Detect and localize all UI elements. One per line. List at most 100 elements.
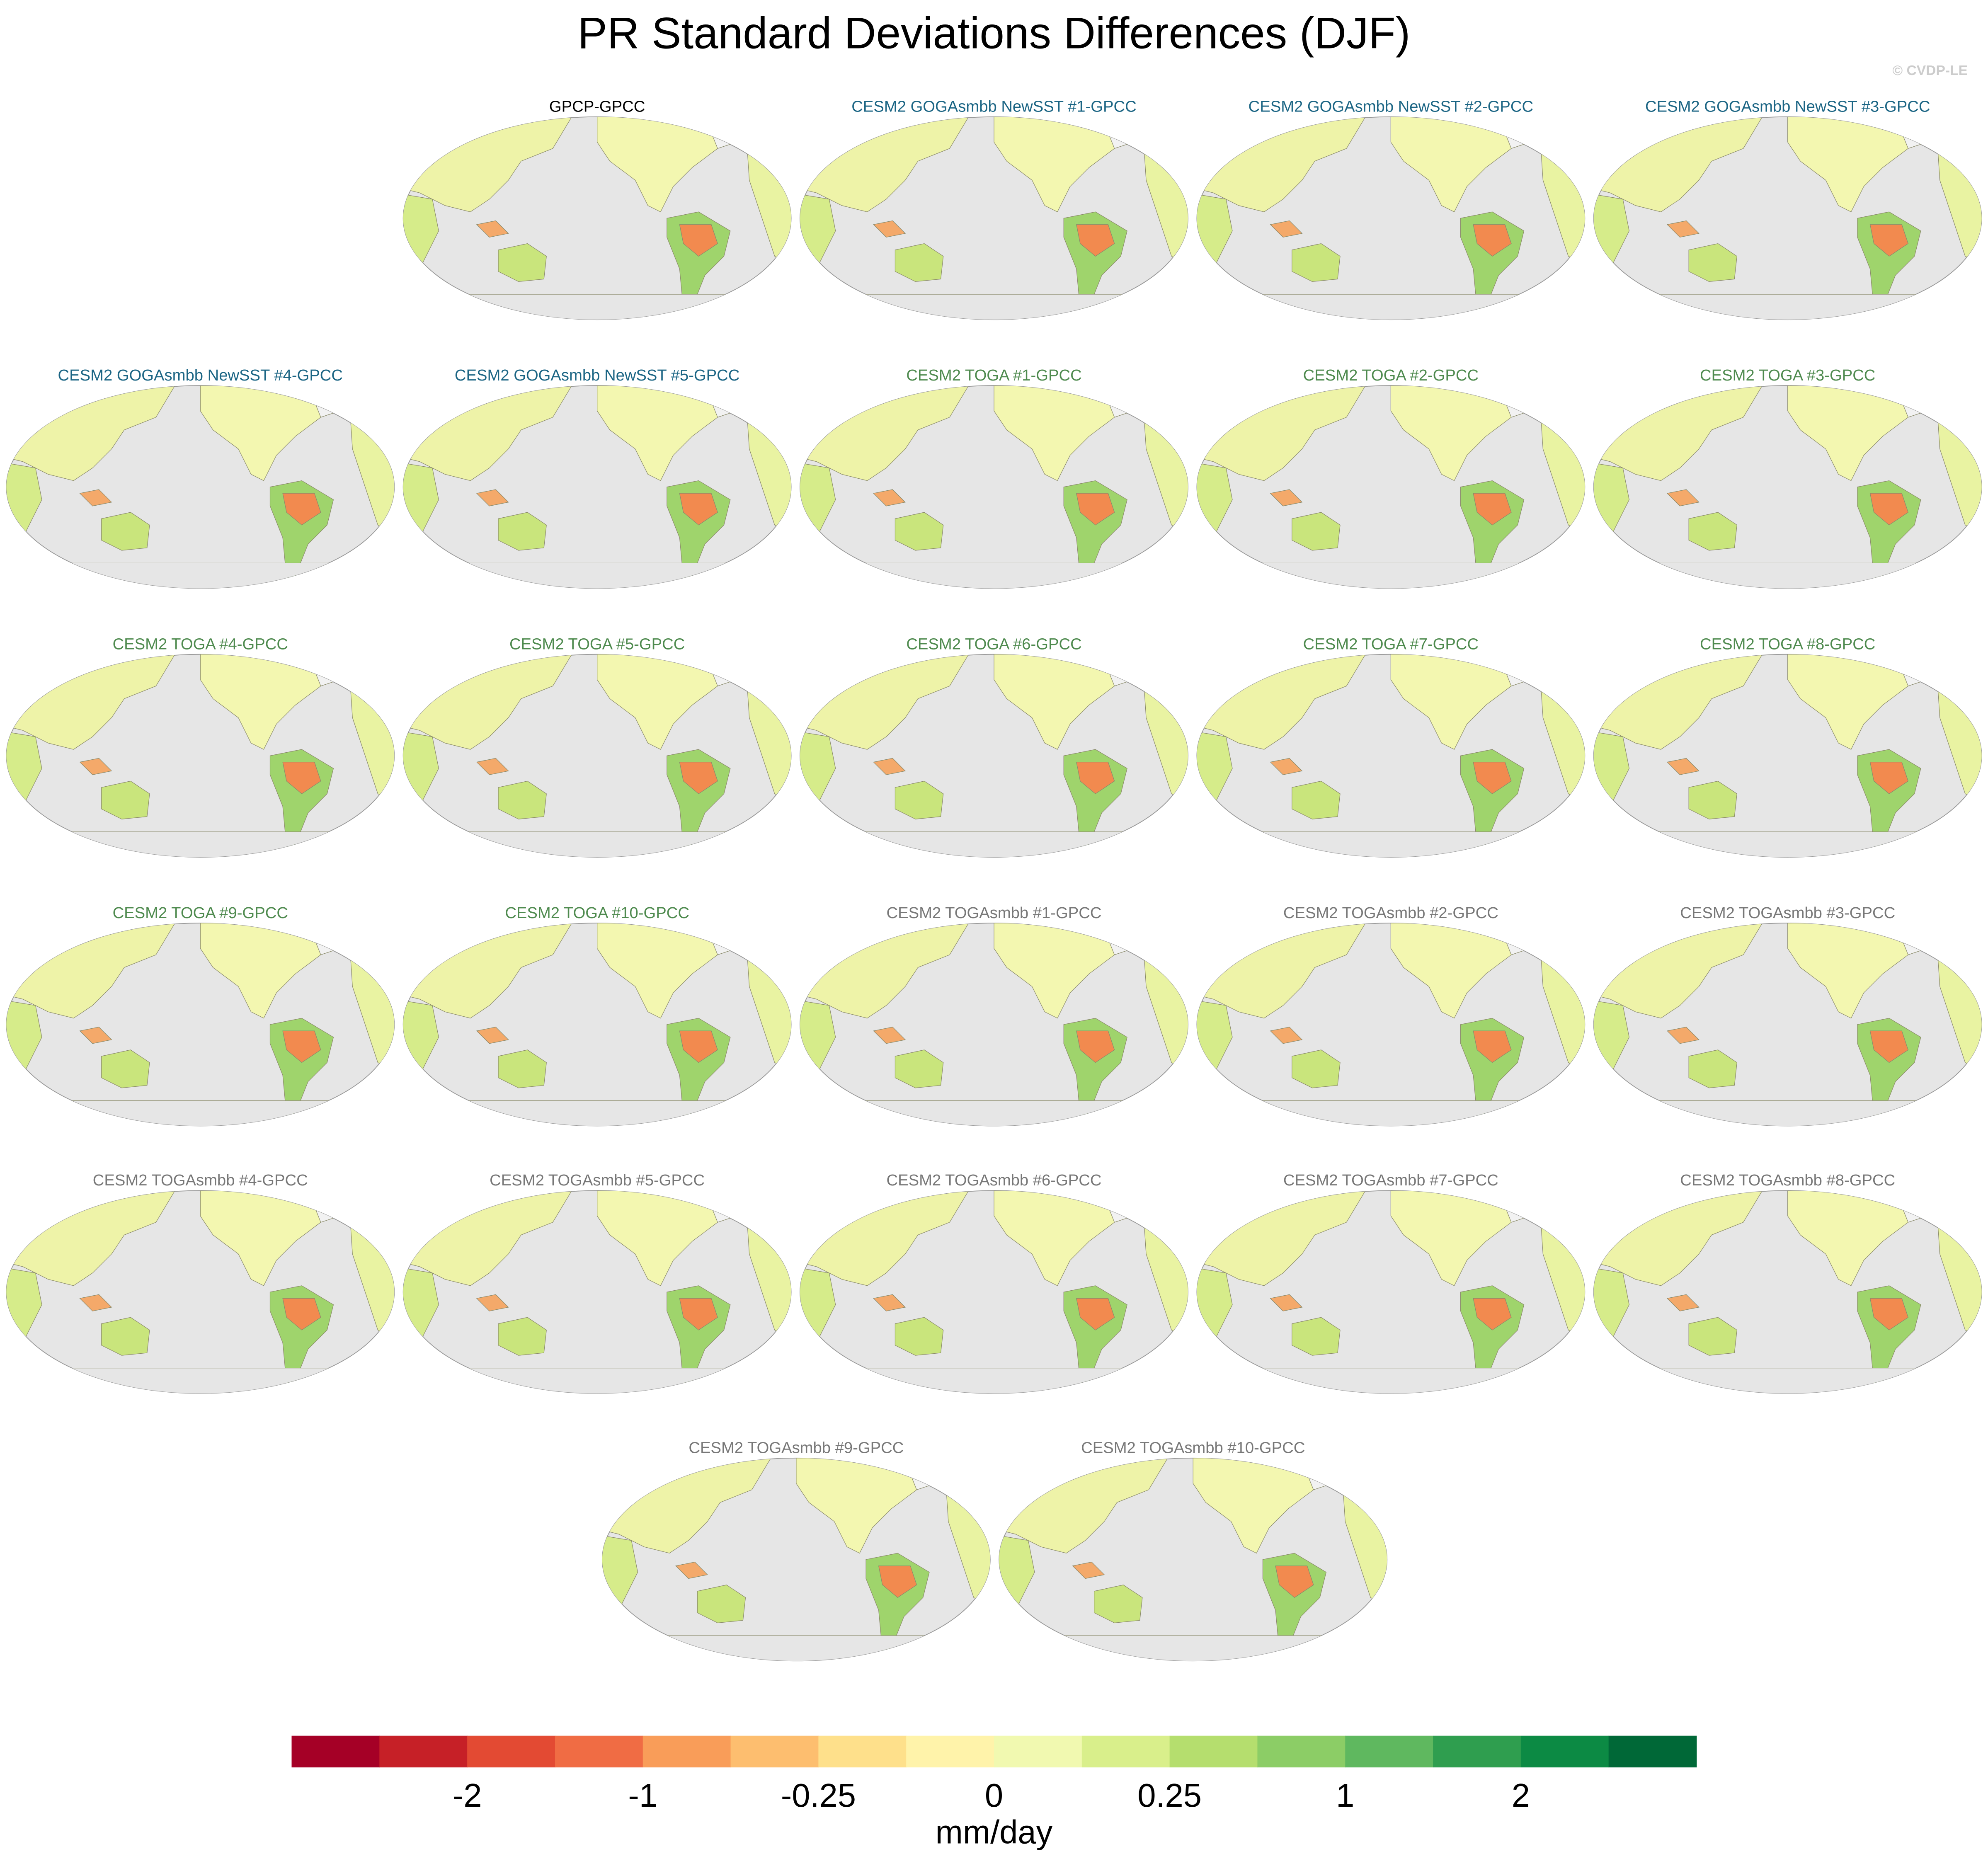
- colorbar-swatch: [1257, 1735, 1346, 1768]
- panel-title: CESM2 TOGA #3-GPCC: [1700, 366, 1875, 384]
- panel-title: CESM2 TOGAsmbb #5-GPCC: [490, 1171, 705, 1189]
- panel-title: CESM2 TOGA #7-GPCC: [1303, 635, 1479, 653]
- map: [394, 117, 800, 326]
- map-panel: CESM2 TOGA #5-GPCC: [394, 635, 800, 863]
- map-panel: CESM2 GOGAsmbb NewSST #4-GPCC: [0, 366, 403, 595]
- panel-title: CESM2 TOGAsmbb #10-GPCC: [1081, 1439, 1305, 1457]
- colorbar-label: 1: [1336, 1777, 1354, 1814]
- map-panel: CESM2 GOGAsmbb NewSST #2-GPCC: [1188, 98, 1594, 326]
- map: [1585, 923, 1988, 1132]
- map-panel: CESM2 TOGAsmbb #3-GPCC: [1585, 904, 1988, 1132]
- map: [1585, 385, 1988, 595]
- map-panel: CESM2 TOGAsmbb #10-GPCC: [990, 1439, 1396, 1667]
- map: [990, 1458, 1396, 1667]
- panel-title: CESM2 TOGAsmbb #6-GPCC: [887, 1171, 1102, 1189]
- map: [791, 654, 1197, 864]
- colorbar-swatch: [1345, 1735, 1433, 1768]
- panel-title: CESM2 TOGAsmbb #3-GPCC: [1680, 904, 1895, 922]
- panel-title: CESM2 TOGAsmbb #9-GPCC: [689, 1439, 904, 1457]
- map: [791, 923, 1197, 1132]
- map: [394, 923, 800, 1132]
- map: [791, 117, 1197, 326]
- panel-title: CESM2 TOGA #1-GPCC: [906, 366, 1081, 384]
- colorbar-swatch: [1520, 1735, 1609, 1768]
- map: [0, 385, 403, 595]
- colorbar-swatch: [1608, 1735, 1697, 1768]
- map: [0, 923, 403, 1132]
- map-panel: CESM2 TOGAsmbb #1-GPCC: [791, 904, 1197, 1132]
- panel-title: CESM2 GOGAsmbb NewSST #1-GPCC: [851, 98, 1136, 116]
- map-panel: CESM2 TOGA #6-GPCC: [791, 635, 1197, 863]
- map-panel: CESM2 TOGAsmbb #2-GPCC: [1188, 904, 1594, 1132]
- colorbar-label: 2: [1512, 1777, 1530, 1814]
- map-panel: CESM2 GOGAsmbb NewSST #5-GPCC: [394, 366, 800, 595]
- map: [1585, 1190, 1988, 1400]
- colorbar-swatch: [555, 1735, 643, 1768]
- map: [1188, 385, 1594, 595]
- colorbar-swatch: [467, 1735, 555, 1768]
- colorbar-swatch: [379, 1735, 468, 1768]
- map-panel: CESM2 TOGAsmbb #5-GPCC: [394, 1171, 800, 1400]
- map: [1585, 117, 1988, 326]
- panel-title: CESM2 TOGA #9-GPCC: [113, 904, 288, 922]
- map-panel: CESM2 TOGA #10-GPCC: [394, 904, 800, 1132]
- map: [0, 654, 403, 864]
- colorbar-label: -0.25: [781, 1777, 856, 1814]
- panel-title: CESM2 TOGA #4-GPCC: [113, 635, 288, 653]
- colorbar-swatch: [818, 1735, 907, 1768]
- colorbar-unit: mm/day: [936, 1814, 1053, 1851]
- panel-title: CESM2 TOGAsmbb #1-GPCC: [887, 904, 1102, 922]
- map: [394, 1190, 800, 1400]
- panel-title: CESM2 TOGA #2-GPCC: [1303, 366, 1479, 384]
- colorbar-swatch: [1081, 1735, 1170, 1768]
- map-panel: CESM2 TOGA #1-GPCC: [791, 366, 1197, 595]
- map: [394, 385, 800, 595]
- map-panel: CESM2 TOGA #3-GPCC: [1585, 366, 1988, 595]
- colorbar-swatch: [994, 1735, 1082, 1768]
- panel-title: CESM2 TOGA #6-GPCC: [906, 635, 1081, 653]
- panels: GPCP-GPCC CESM2 GOGAsmbb NewSST #1-GPCC CE…: [0, 98, 1988, 1667]
- panel-title: CESM2 TOGAsmbb #8-GPCC: [1680, 1171, 1895, 1189]
- map-panel: CESM2 TOGA #4-GPCC: [0, 635, 403, 863]
- map: [593, 1458, 999, 1667]
- colorbar-label: 0.25: [1137, 1777, 1202, 1814]
- figure-title: PR Standard Deviations Differences (DJF): [578, 8, 1411, 58]
- map-panel: CESM2 TOGAsmbb #8-GPCC: [1585, 1171, 1988, 1400]
- panel-title: CESM2 GOGAsmbb NewSST #3-GPCC: [1645, 98, 1930, 116]
- map: [1188, 1190, 1594, 1400]
- map-panel: GPCP-GPCC: [394, 98, 800, 326]
- panel-title: CESM2 TOGA #10-GPCC: [505, 904, 689, 922]
- map: [0, 1190, 403, 1400]
- map: [1188, 654, 1594, 864]
- map-panel: CESM2 TOGAsmbb #7-GPCC: [1188, 1171, 1594, 1400]
- map: [1188, 117, 1594, 326]
- panel-title: CESM2 TOGAsmbb #7-GPCC: [1283, 1171, 1498, 1189]
- map-panel: CESM2 TOGA #9-GPCC: [0, 904, 403, 1132]
- colorbar-label: 0: [985, 1777, 1003, 1814]
- map: [1585, 654, 1988, 864]
- map: [1188, 923, 1594, 1132]
- panel-title: GPCP-GPCC: [549, 98, 645, 116]
- watermark: © CVDP-LE: [1892, 63, 1968, 78]
- colorbar-swatch: [1433, 1735, 1521, 1768]
- map: [791, 1190, 1197, 1400]
- colorbar-swatch: [642, 1735, 731, 1768]
- panel-title: CESM2 GOGAsmbb NewSST #5-GPCC: [455, 366, 739, 384]
- map-panel: CESM2 TOGA #7-GPCC: [1188, 635, 1594, 863]
- panel-title: CESM2 GOGAsmbb NewSST #4-GPCC: [58, 366, 343, 384]
- panel-title: CESM2 TOGAsmbb #4-GPCC: [93, 1171, 308, 1189]
- map: [791, 385, 1197, 595]
- colorbar: -2 -1 -0.25 0 0.25 1 2 mm/day: [291, 1735, 1697, 1851]
- map-panel: CESM2 TOGA #2-GPCC: [1188, 366, 1594, 595]
- map-panel: CESM2 TOGA #8-GPCC: [1585, 635, 1988, 863]
- colorbar-swatch: [1169, 1735, 1258, 1768]
- map-panel: CESM2 GOGAsmbb NewSST #1-GPCC: [791, 98, 1197, 326]
- panel-title: CESM2 TOGA #5-GPCC: [509, 635, 685, 653]
- colorbar-label: -1: [628, 1777, 657, 1814]
- map: [394, 654, 800, 864]
- panel-title: CESM2 TOGAsmbb #2-GPCC: [1283, 904, 1498, 922]
- map-panel: CESM2 GOGAsmbb NewSST #3-GPCC: [1585, 98, 1988, 326]
- colorbar-swatch: [730, 1735, 819, 1768]
- map-panel: CESM2 TOGAsmbb #4-GPCC: [0, 1171, 403, 1400]
